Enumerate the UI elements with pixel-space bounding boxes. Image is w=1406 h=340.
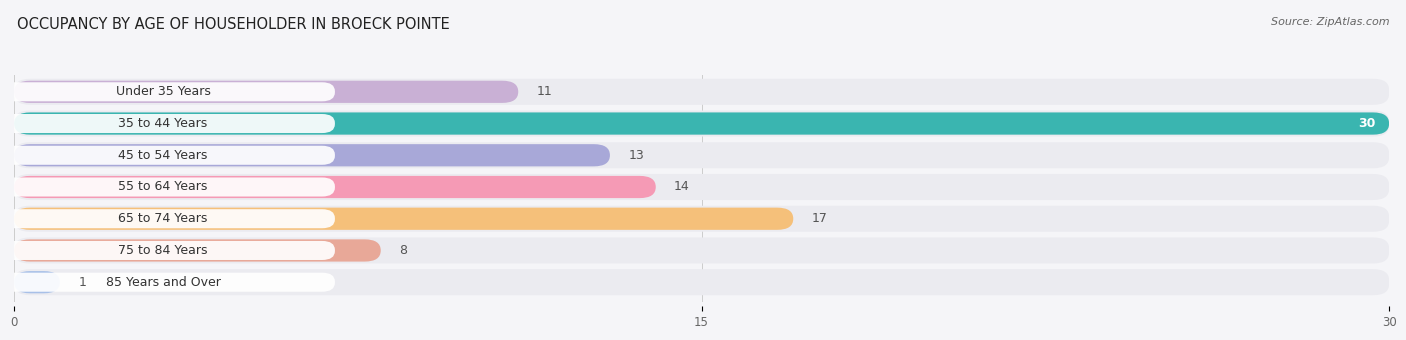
FancyBboxPatch shape <box>14 81 519 103</box>
FancyBboxPatch shape <box>0 114 335 133</box>
FancyBboxPatch shape <box>14 239 381 261</box>
FancyBboxPatch shape <box>14 269 1389 295</box>
Text: Under 35 Years: Under 35 Years <box>115 85 211 98</box>
FancyBboxPatch shape <box>0 146 335 165</box>
Text: Source: ZipAtlas.com: Source: ZipAtlas.com <box>1271 17 1389 27</box>
FancyBboxPatch shape <box>0 209 335 228</box>
FancyBboxPatch shape <box>14 144 610 166</box>
Text: 35 to 44 Years: 35 to 44 Years <box>118 117 208 130</box>
FancyBboxPatch shape <box>14 206 1389 232</box>
FancyBboxPatch shape <box>14 208 793 230</box>
Text: 11: 11 <box>537 85 553 98</box>
Text: 13: 13 <box>628 149 644 162</box>
Text: 30: 30 <box>1358 117 1375 130</box>
FancyBboxPatch shape <box>0 177 335 197</box>
FancyBboxPatch shape <box>0 82 335 101</box>
Text: 55 to 64 Years: 55 to 64 Years <box>118 181 208 193</box>
Text: 45 to 54 Years: 45 to 54 Years <box>118 149 208 162</box>
FancyBboxPatch shape <box>14 113 1389 135</box>
FancyBboxPatch shape <box>0 241 335 260</box>
Text: 65 to 74 Years: 65 to 74 Years <box>118 212 208 225</box>
FancyBboxPatch shape <box>0 273 335 292</box>
Text: 17: 17 <box>811 212 828 225</box>
Text: 14: 14 <box>673 181 690 193</box>
Text: 1: 1 <box>79 276 86 289</box>
Text: OCCUPANCY BY AGE OF HOUSEHOLDER IN BROECK POINTE: OCCUPANCY BY AGE OF HOUSEHOLDER IN BROEC… <box>17 17 450 32</box>
FancyBboxPatch shape <box>14 176 655 198</box>
FancyBboxPatch shape <box>14 237 1389 264</box>
Text: 85 Years and Over: 85 Years and Over <box>105 276 221 289</box>
FancyBboxPatch shape <box>14 174 1389 200</box>
FancyBboxPatch shape <box>14 79 1389 105</box>
FancyBboxPatch shape <box>14 142 1389 168</box>
FancyBboxPatch shape <box>14 271 60 293</box>
FancyBboxPatch shape <box>14 110 1389 137</box>
Text: 75 to 84 Years: 75 to 84 Years <box>118 244 208 257</box>
Text: 8: 8 <box>399 244 408 257</box>
